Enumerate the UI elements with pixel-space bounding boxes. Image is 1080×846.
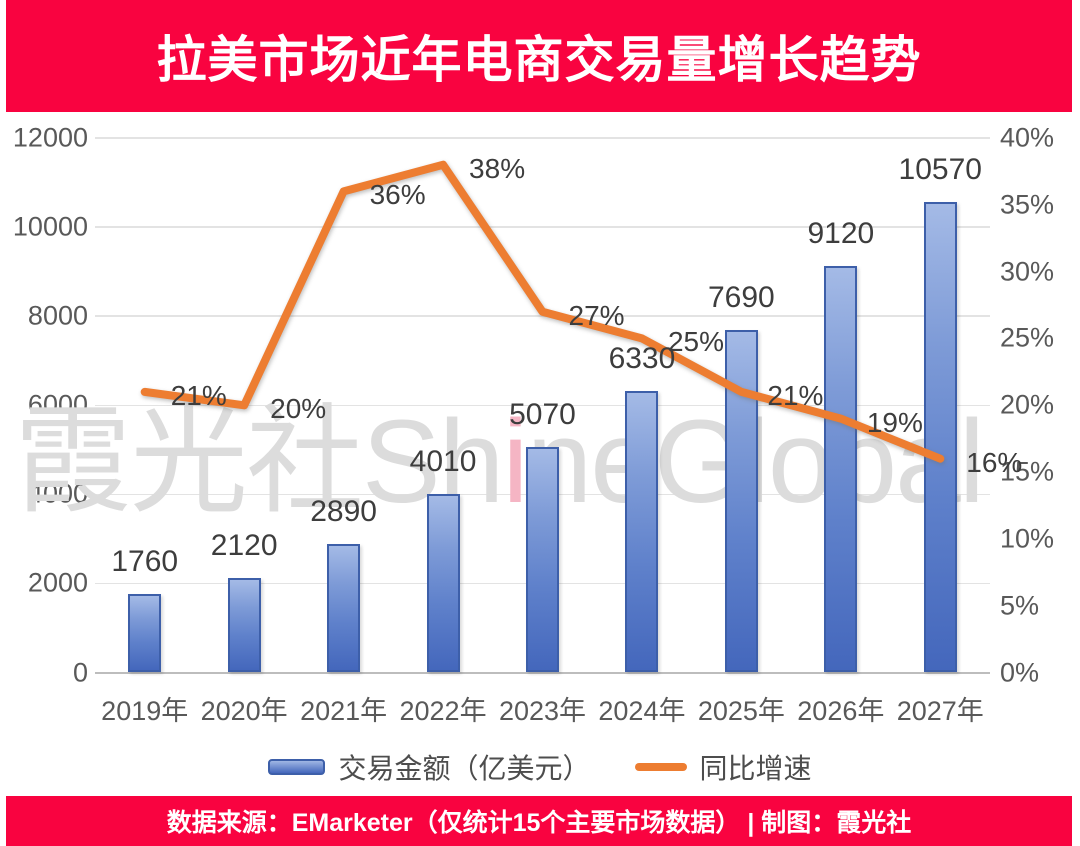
- y-axis-tick-right: 0%: [1000, 657, 1040, 687]
- bar-value-label: 2120: [210, 529, 278, 563]
- x-axis-label: 2022年: [399, 696, 487, 726]
- x-axis-label: 2019年: [101, 696, 189, 726]
- line-point-label: 38%: [469, 152, 526, 184]
- y-axis-tick-left: 6000: [27, 389, 88, 420]
- bar: [128, 594, 162, 673]
- x-axis-label: 2023年: [498, 696, 587, 726]
- bar-value-label: 4010: [409, 444, 477, 478]
- x-axis-label: 2021年: [300, 696, 388, 726]
- bar-value-label: 6330: [608, 341, 676, 375]
- bar: [923, 201, 957, 673]
- bar-value-label: 7690: [708, 280, 775, 314]
- page-title: 拉美市场近年电商交易量增长趋势: [156, 32, 922, 88]
- y-axis-tick-left: 4000: [27, 478, 88, 509]
- bar: [327, 543, 361, 673]
- x-axis-label: 2025年: [697, 696, 785, 726]
- line-point-label: 27%: [568, 299, 625, 331]
- y-axis-tick-right: 35%: [1000, 189, 1055, 220]
- y-axis-tick-left: 8000: [27, 300, 88, 331]
- x-axis-label: 2020年: [200, 696, 288, 726]
- y-axis-tick-right: 20%: [1000, 389, 1055, 420]
- line-point-label: 20%: [270, 393, 327, 425]
- gridline: [95, 137, 990, 139]
- y-axis-tick-left: 10000: [12, 211, 88, 242]
- bar: [724, 329, 758, 673]
- bar: [625, 390, 659, 673]
- bar-value-label: 10570: [898, 152, 982, 186]
- bar-value-label: 2890: [310, 494, 377, 528]
- bar-value-label: 9120: [807, 217, 875, 251]
- source-banner: 数据来源：EMarketer（仅统计15个主要市场数据） | 制图：霞光社: [6, 796, 1072, 846]
- line-point-label: 36%: [369, 179, 426, 211]
- legend-bar-label: 交易金额（亿美元）: [338, 753, 591, 784]
- legend-line-label: 同比增速: [699, 753, 812, 784]
- bar-value-label: 5070: [509, 397, 576, 431]
- bar: [227, 578, 261, 673]
- source-text: 数据来源：EMarketer（仅统计15个主要市场数据） | 制图：霞光社: [166, 809, 912, 837]
- bar-value-label: 1760: [111, 545, 179, 579]
- legend: 交易金额（亿美元） 同比增速: [0, 746, 1080, 788]
- x-axis-label: 2027年: [896, 696, 984, 726]
- y-axis-tick-right: 30%: [1000, 256, 1055, 287]
- y-axis-tick-right: 10%: [1000, 523, 1055, 554]
- x-axis-label: 2024年: [598, 696, 686, 726]
- line-point-label: 25%: [667, 326, 724, 358]
- legend-bar-swatch-icon: [268, 759, 326, 775]
- title-banner: 拉美市场近年电商交易量增长趋势: [6, 0, 1072, 112]
- bar: [526, 446, 559, 673]
- bar: [824, 266, 858, 673]
- line-point-label: 16%: [966, 446, 1023, 478]
- y-axis-tick-right: 25%: [1000, 322, 1055, 353]
- y-axis-tick-left: 12000: [12, 122, 88, 153]
- legend-line-swatch-icon: [634, 763, 687, 771]
- y-axis-tick-right: 40%: [1000, 122, 1055, 153]
- x-axis-label: 2026年: [797, 696, 885, 726]
- y-axis-tick-right: 15%: [1000, 456, 1055, 487]
- line-point-label: 21%: [170, 379, 227, 411]
- line-point-label: 21%: [767, 379, 824, 411]
- bar: [426, 493, 460, 673]
- y-axis-tick-right: 5%: [1000, 590, 1040, 621]
- y-axis-tick-left: 2000: [27, 567, 88, 598]
- line-point-label: 19%: [866, 406, 923, 438]
- y-axis-tick-left: 0: [72, 657, 88, 687]
- gridline: [95, 671, 990, 674]
